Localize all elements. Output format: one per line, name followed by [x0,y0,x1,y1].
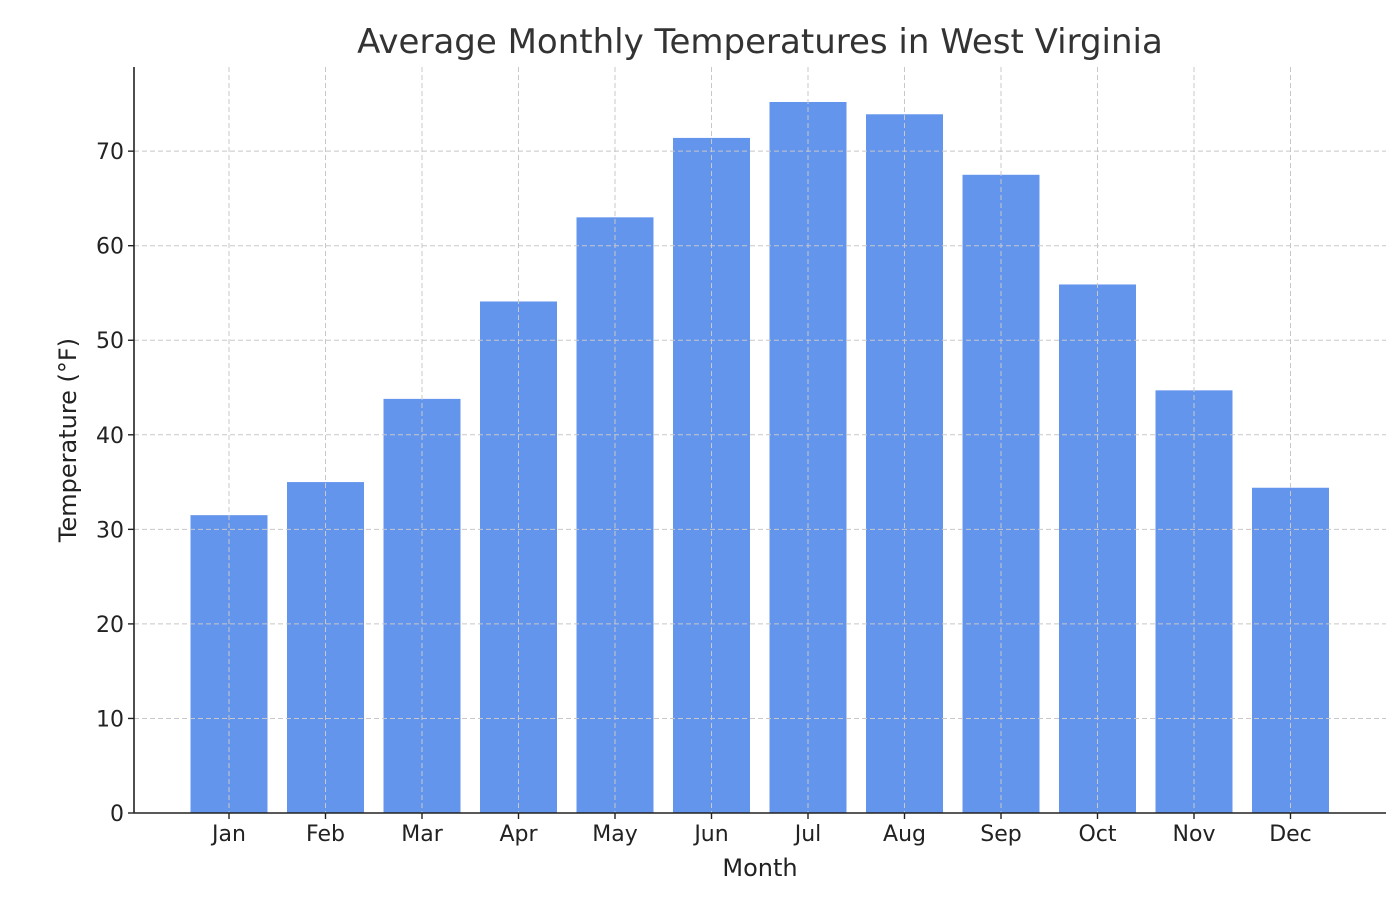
bars [190,101,1329,814]
x-tick-label: Apr [499,822,538,847]
y-tick-label: 60 [96,235,124,260]
x-tick-label: Jun [692,822,728,847]
grid-lines [134,67,1386,813]
chart-title: Average Monthly Temperatures in West Vir… [357,22,1163,62]
x-tick-label: Aug [883,822,926,847]
x-tick-label: Oct [1078,822,1116,847]
y-axis-label: Temperature (°F) [54,338,82,543]
x-tick-labels: Jan Feb Mar Apr May Jun Jul Aug Sep Oct Nov Dec [210,813,1312,847]
x-tick-label: Feb [306,822,345,847]
x-tick-label: Jul [793,822,822,847]
y-tick-label: 30 [96,518,124,543]
y-tick-label: 10 [96,707,124,732]
x-tick-label: Nov [1173,822,1216,847]
y-tick-label: 40 [96,424,124,449]
x-tick-label: Mar [401,822,443,847]
bar-jul [769,101,847,813]
y-tick-label: 0 [110,802,124,827]
x-axis-label: Month [722,854,797,882]
x-tick-label: May [592,822,637,847]
x-tick-label: Sep [980,822,1021,847]
y-tick-label: 70 [96,140,124,165]
y-tick-label: 50 [96,329,124,354]
y-tick-label: 20 [96,613,124,638]
x-tick-label: Jan [210,822,246,847]
x-tick-label: Dec [1269,822,1312,847]
y-tick-labels: 0 10 20 30 40 50 60 70 [96,140,134,827]
